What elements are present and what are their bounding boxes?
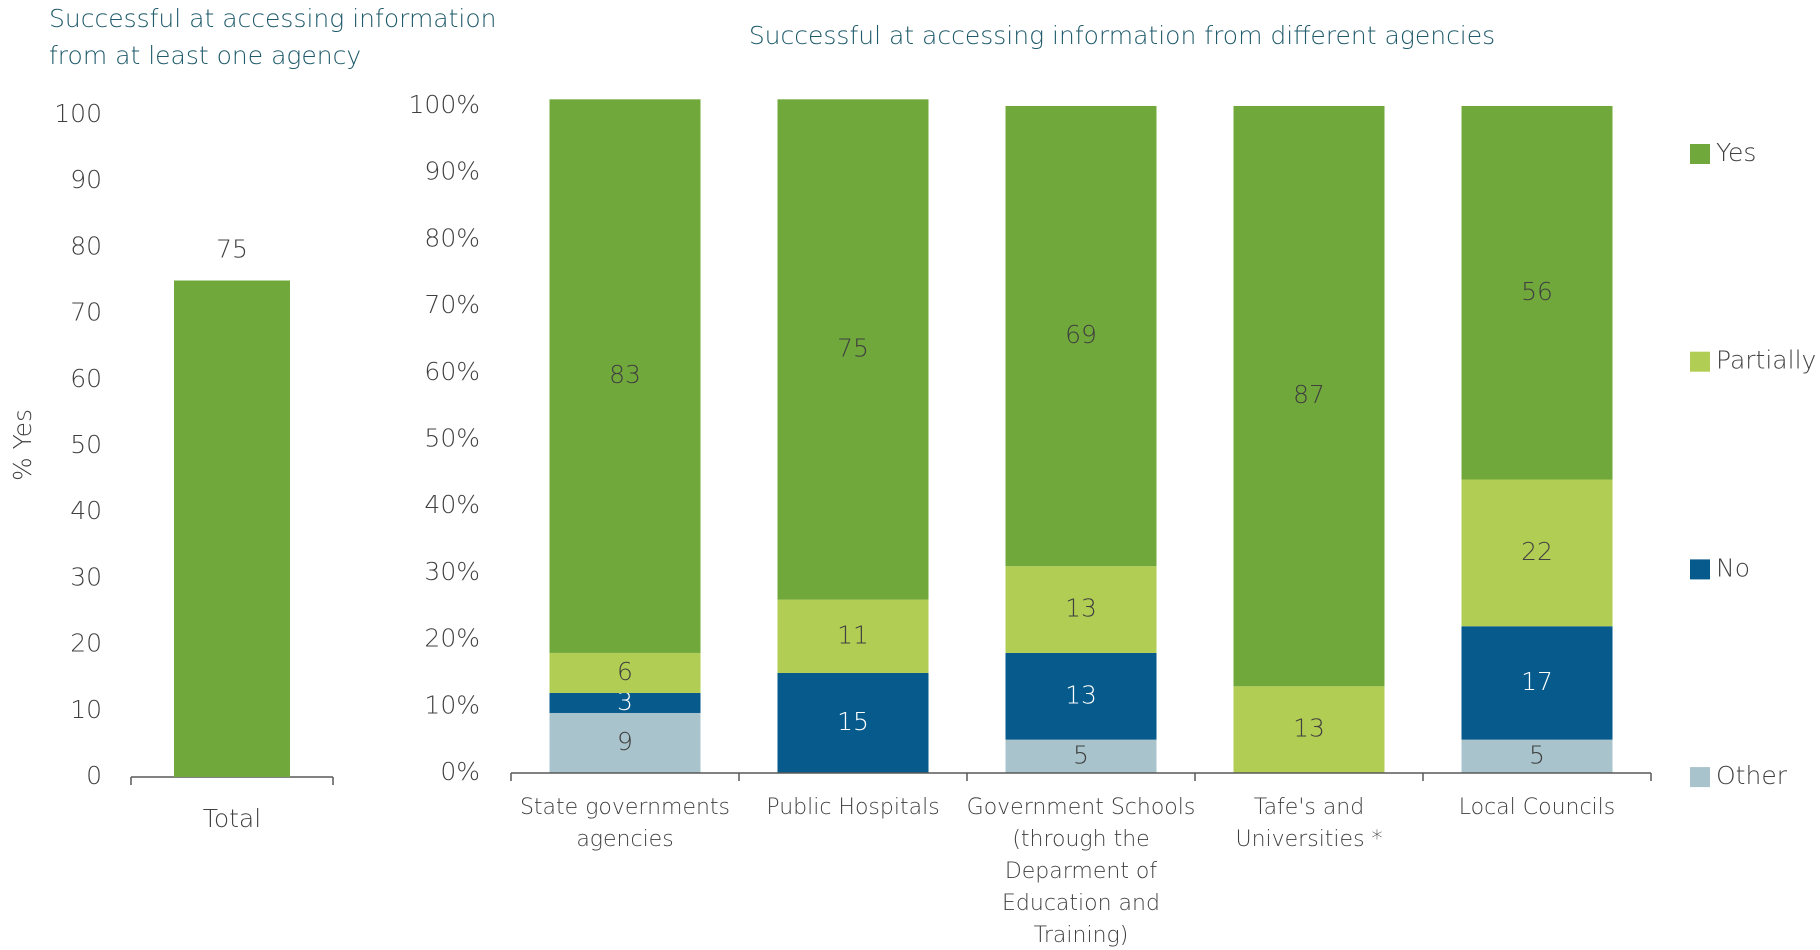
data-label: 56 (1521, 277, 1553, 306)
y-tick-label: 100% (409, 90, 480, 119)
data-label: 3 (617, 687, 633, 716)
data-label: 83 (609, 360, 641, 389)
y-tick-label: 0 (86, 761, 102, 790)
y-tick-label: 10% (424, 690, 480, 719)
y-tick-label: 50 (70, 430, 102, 459)
y-tick-label: 50% (424, 424, 480, 453)
y-tick-label: 100 (54, 99, 102, 128)
bar-segment (1461, 626, 1613, 740)
data-label: 13 (1293, 714, 1325, 743)
y-tick-label: 70% (424, 290, 480, 319)
y-axis-label: % Yes (8, 409, 37, 481)
data-label: 75 (216, 235, 248, 264)
x-tick-label: State governments agencies (520, 795, 730, 852)
y-tick-label: 0% (440, 757, 480, 786)
y-tick-label: 60% (424, 357, 480, 386)
y-tick-label: 80 (70, 231, 102, 260)
x-tick-label: Public Hospitals (766, 795, 939, 820)
y-tick-label: 30% (424, 557, 480, 586)
data-label: 6 (617, 657, 633, 686)
x-tick-label: Tafe's and Universities * (1235, 795, 1382, 852)
y-tick-label: 40% (424, 490, 480, 519)
data-label: 22 (1521, 537, 1553, 566)
y-tick-label: 20 (70, 629, 102, 658)
data-label: 13 (1065, 680, 1097, 709)
y-tick-label: 70 (70, 298, 102, 327)
data-label: 69 (1065, 320, 1097, 349)
x-tick-label: Total (203, 804, 261, 833)
bar-segment (549, 652, 701, 693)
bar-segment (1005, 106, 1157, 567)
bar-segment (1233, 106, 1385, 687)
data-label: 15 (837, 707, 869, 736)
bar-segment (1461, 106, 1613, 480)
y-tick-label: 20% (424, 624, 480, 653)
legend-label: No (1716, 553, 1750, 582)
data-label: 5 (1073, 740, 1089, 769)
legend-swatch (1690, 767, 1710, 788)
y-tick-label: 80% (424, 223, 480, 252)
bar-segment (777, 599, 929, 673)
y-tick-label: 10 (70, 695, 102, 724)
data-label: 87 (1293, 380, 1325, 409)
data-label: 5 (1529, 740, 1545, 769)
bar-segment (1233, 686, 1385, 773)
y-tick-label: 40 (70, 496, 102, 525)
chart-title: Successful at accessing information from … (49, 4, 497, 70)
data-label: 75 (837, 333, 869, 362)
data-label: 13 (1065, 594, 1097, 623)
bar-segment (1461, 739, 1613, 773)
x-tick-label: Local Councils (1459, 795, 1616, 820)
legend-swatch (1690, 559, 1710, 580)
y-tick-label: 30 (70, 562, 102, 591)
bar-segment (777, 672, 929, 773)
y-tick-label: 60 (70, 364, 102, 393)
legend-label: Partially (1716, 346, 1816, 375)
y-tick-label: 90% (424, 157, 480, 186)
data-label: 17 (1521, 667, 1553, 696)
y-tick-label: 90 (70, 165, 102, 194)
bar-segment (1005, 566, 1157, 653)
chart-title: Successful at accessing information from… (749, 21, 1495, 50)
bar-segment (1005, 739, 1157, 773)
bar-segment (549, 99, 701, 653)
bar (174, 280, 290, 777)
legend-swatch (1690, 351, 1710, 372)
legend-label: Other (1716, 761, 1788, 790)
legend-label: Yes (1716, 138, 1756, 167)
bar-segment (1005, 652, 1157, 740)
bar-segment (1461, 479, 1613, 627)
bar-segment (777, 99, 929, 600)
bar-segment (549, 712, 701, 773)
data-label: 11 (837, 620, 869, 649)
x-tick-label: Government Schools (through the Deparment … (967, 795, 1196, 948)
legend-swatch (1690, 144, 1710, 164)
data-label: 9 (617, 727, 633, 756)
bar-segment (549, 692, 701, 713)
